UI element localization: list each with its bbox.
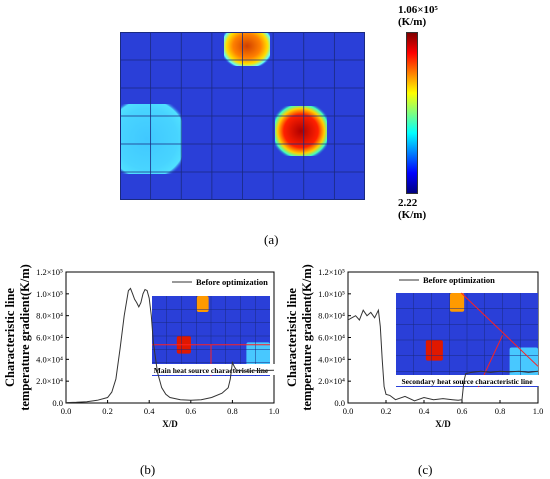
inset-caption: Secondary heat source characteristic lin… — [401, 377, 533, 386]
x-axis-label: X/D — [435, 419, 451, 429]
chart-b: 0.0 2.0×10⁴ 4.0×10⁴ 6.0×10⁴ 8.0×10⁴ 1.0×10⁵ 1.… — [3, 264, 280, 429]
y-axis-label-line2: temperature gradient(K/m) — [300, 264, 314, 411]
colorbar-unit-bottom: (K/m) — [398, 209, 427, 221]
y-tick-label: 4.0×10⁴ — [318, 354, 345, 364]
colorbar-unit-top: (K/m) — [398, 16, 427, 28]
inset-heatmap: Main heat source characteristic line — [143, 296, 279, 376]
panel-b-label: (b) — [140, 462, 156, 477]
y-tick-label: 1.0×10⁵ — [36, 289, 63, 299]
x-tick-label: 0.2 — [102, 406, 113, 416]
panel-a-label: (a) — [264, 232, 279, 247]
y-tick-label: 1.2×10⁵ — [318, 267, 345, 277]
x-tick-label: 0.0 — [61, 406, 72, 416]
inset-caption-bg — [390, 375, 544, 386]
y-axis-label-line2: temperature gradient(K/m) — [18, 264, 32, 411]
series-line — [347, 308, 539, 402]
colorbar-min-label: 2.22 (K/m) — [398, 197, 458, 221]
x-tick-label: 1.0 — [533, 406, 544, 416]
x-tick-label: 0.4 — [419, 406, 430, 416]
y-tick-label: 4.0×10⁴ — [36, 354, 63, 364]
inset-heat-source-cyan — [509, 347, 538, 378]
legend-label: Before optimization — [196, 277, 268, 287]
x-tick-label: 0.8 — [227, 406, 238, 416]
x-tick-label: 0.2 — [381, 406, 392, 416]
inset-caption-bg — [143, 364, 279, 375]
y-tick-label: 2.0×10⁴ — [36, 376, 63, 386]
x-tick-label: 0.0 — [343, 406, 354, 416]
legend-label: Before optimization — [423, 275, 495, 285]
inset-heat-source-red — [425, 340, 443, 361]
colorbar-max-label: 1.06×10⁵ (K/m) — [398, 4, 458, 28]
heatmap-figure — [120, 32, 365, 200]
x-tick-label: 1.0 — [269, 406, 280, 416]
inset-heat-source-orange — [449, 293, 465, 312]
y-axis-label-line1: Characteristic line — [3, 288, 17, 387]
legend: Before optimization — [399, 275, 495, 285]
inset-heat-source-cyan — [246, 342, 270, 368]
heat-source-red — [275, 106, 327, 156]
heatmap-grid — [120, 32, 365, 200]
inset-heat-source-orange — [196, 296, 209, 312]
y-tick-label: 6.0×10⁴ — [318, 333, 345, 343]
series-line — [65, 287, 275, 404]
panel-c-label: (c) — [418, 462, 433, 477]
y-tick-label: 1.0×10⁵ — [318, 289, 345, 299]
heat-source-orange — [224, 32, 270, 66]
y-tick-label: 2.0×10⁴ — [318, 376, 345, 386]
y-tick-label: 0.0 — [334, 398, 345, 408]
colorbar — [406, 32, 418, 194]
y-tick-label: 8.0×10⁴ — [318, 311, 345, 321]
y-axis-label-line1: Characteristic line — [285, 288, 299, 387]
x-tick-label: 0.6 — [185, 406, 196, 416]
y-tick-label: 6.0×10⁴ — [36, 333, 63, 343]
y-tick-label: 0.0 — [52, 398, 63, 408]
inset-caption: Main heat source characteristic line — [154, 366, 269, 375]
x-tick-label: 0.6 — [457, 406, 468, 416]
x-axis-label: X/D — [162, 419, 178, 429]
characteristic-line — [460, 292, 539, 367]
x-tick-label: 0.8 — [495, 406, 506, 416]
y-tick-label: 8.0×10⁴ — [36, 311, 63, 321]
legend: Before optimization — [172, 277, 268, 287]
x-tick-label: 0.4 — [144, 406, 155, 416]
y-tick-label: 1.2×10⁵ — [36, 267, 63, 277]
chart-c: 0.0 2.0×10⁴ 4.0×10⁴ 6.0×10⁴ 8.0×10⁴ 1.0×10⁵ 1.… — [285, 264, 544, 429]
